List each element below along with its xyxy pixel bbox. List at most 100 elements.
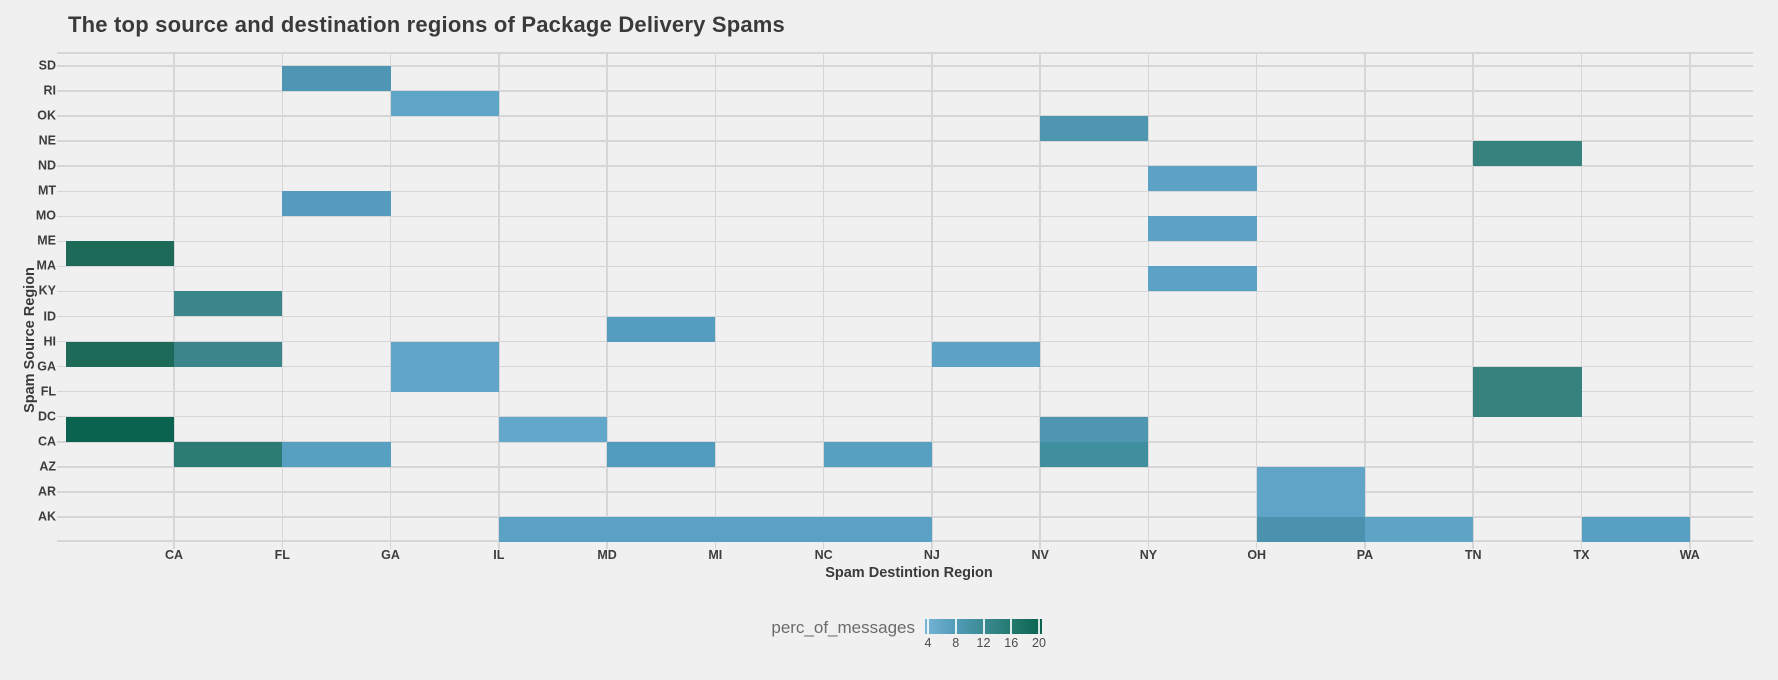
legend-tick-label-16: 16 [1004,636,1019,650]
heatmap-cell-AK-PA [1256,516,1365,542]
grid-line-v [1580,53,1583,549]
y-tick-label-RI: RI [43,83,57,98]
x-tick-label-PA: PA [1356,548,1374,562]
x-tick-label-NC: NC [814,548,833,562]
grid-line-v [1472,53,1474,549]
heatmap-cell-DC-NY [1040,416,1149,442]
legend-tick [1010,619,1013,634]
y-tick-label-MA: MA [36,258,56,273]
x-tick-label-MI: MI [708,548,723,562]
heatmap-cell-MT-GA [282,191,391,217]
legend-tick [1038,619,1040,634]
heatmap-cell-KY-FL [174,291,283,317]
legend-tick-label-4: 4 [924,636,932,650]
heatmap-cell-ND-OH [1148,166,1257,192]
grid-line-h [57,140,1753,142]
grid-line-h [57,90,1753,92]
y-tick-label-AR: AR [37,484,56,499]
heatmap-cell-FL-TX [1473,391,1582,417]
heatmap-cell-HI-NV [931,341,1041,367]
heatmap-cell-AK-WA [1581,516,1690,542]
grid-line-v [498,53,500,549]
grid-line-h [57,215,1753,218]
grid-line-h [57,190,1753,192]
y-tick-label-ND: ND [37,158,56,173]
x-tick-label-MD: MD [597,548,617,562]
heatmap-cell-AR-PA [1256,491,1365,517]
y-tick-label-GA: GA [37,359,56,374]
chart-title: The top source and destination regions o… [68,12,785,37]
grid-line-h [57,265,1753,268]
grid-line-h [57,65,1753,67]
legend-tick-label-20: 20 [1032,636,1046,650]
x-tick-label-GA: GA [381,548,400,562]
heatmap-cell-RI-IL [390,91,499,117]
y-tick-label-ID: ID [43,309,57,323]
legend-tick [927,619,929,634]
heatmap-cell-GA-TX [1473,366,1582,392]
grid-line-v [606,53,608,549]
heatmap-cell-AK-NJ [823,516,932,542]
grid-line-h [57,340,1753,343]
heatmap-cell-NE-TX [1473,141,1582,167]
x-tick-label-FL: FL [274,548,290,562]
grid-line-h [57,315,1753,318]
y-tick-label-DC: DC [37,409,56,424]
x-tick-label-WA: WA [1679,548,1700,562]
grid-line-v [389,53,392,549]
x-tick-label-NJ: NJ [923,548,940,562]
y-tick-label-AZ: AZ [39,459,56,474]
grid-line-v [1689,53,1691,549]
y-tick-label-KY: KY [38,283,56,298]
x-tick-label-TX: TX [1573,548,1590,562]
heatmap-cell-HI-FL [174,341,283,367]
heatmap-cell-SD-GA [282,66,391,92]
grid-line-v [931,53,933,549]
x-tick-label-CA: CA [164,548,184,562]
grid-line-h [57,52,1753,54]
heatmap-cell-AZ-PA [1256,466,1365,492]
heatmap-cell-HI-IL [390,341,499,367]
legend-tick [954,619,957,634]
heatmap-cell-AK-MI [607,516,716,542]
grid-line-v [822,53,825,549]
heatmap-cell-AK-MD [498,516,608,542]
x-tick-label-TN: TN [1464,548,1482,562]
heatmap-cell-HI-CA [65,341,174,367]
y-tick-label-CA: CA [37,434,56,449]
x-tick-label-IL: IL [493,548,505,562]
grid-line-h [57,165,1753,167]
legend-tick-label-12: 12 [976,636,991,650]
y-tick-label-MT: MT [37,183,56,198]
grid-line-v [281,53,284,549]
heatmap-cell-GA-IL [390,366,499,392]
heatmap-cell-CA-FL [174,441,283,467]
grid-line-v [1255,53,1258,549]
grid-line-v [1039,53,1041,549]
grid-line-h [57,390,1753,393]
y-tick-label-ME: ME [37,233,56,248]
x-tick-label-NY: NY [1139,548,1158,562]
grid-line-h [57,240,1753,243]
grid-line-h [57,466,1753,468]
heatmap-cell-CA-MI [607,441,716,467]
heatmap-cell-CA-GA [282,441,391,467]
heatmap-cell-MA-OH [1148,266,1257,292]
legend-tick-label-8: 8 [952,636,960,650]
heatmap-cell-CA-NJ [823,441,932,467]
grid-line-h [57,415,1753,418]
heatmap-cell-DC-MD [498,416,608,442]
heatmap-cell-ID-MI [607,316,716,342]
grid-line-v [1364,53,1366,549]
y-tick-label-AK: AK [37,509,56,524]
y-tick-label-OK: OK [37,108,56,123]
heatmap-cell-CA-NY [1040,441,1149,467]
y-tick-label-NE: NE [38,133,56,148]
heatmap-cell-DC-CA [65,416,174,442]
x-tick-label-OH: OH [1247,548,1267,562]
y-tick-label-SD: SD [38,58,56,73]
heatmap-cell-AK-TN [1364,516,1474,542]
grid-line-h [57,491,1753,493]
y-tick-label-HI: HI [43,334,57,349]
